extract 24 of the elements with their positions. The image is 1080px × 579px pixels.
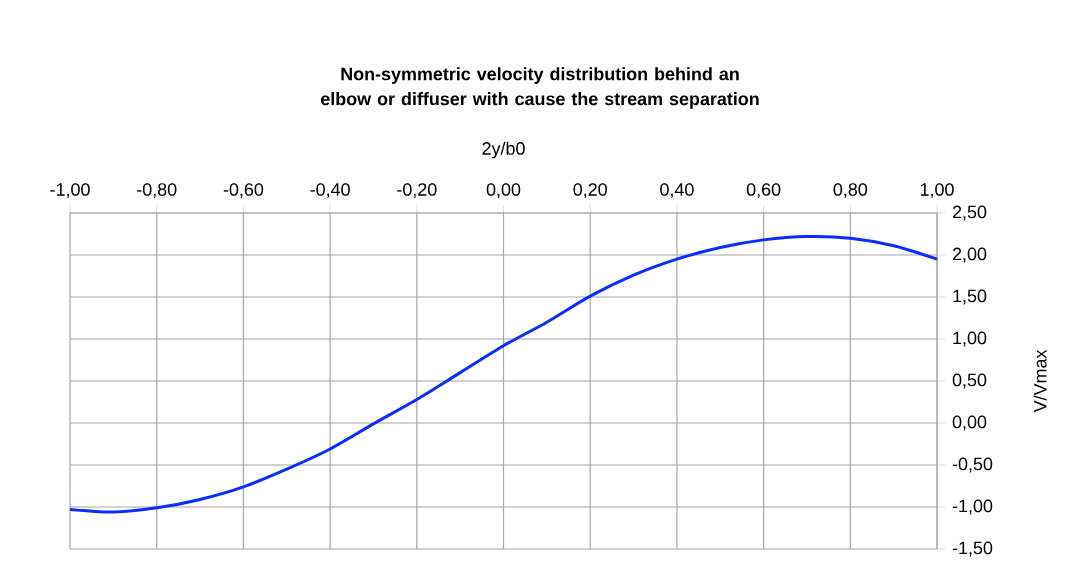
x-tick-label: 0,40 xyxy=(660,183,694,198)
y-tick-label: 1,50 xyxy=(953,289,987,305)
x-tick-label: 1,00 xyxy=(920,183,954,198)
x-tick-label: 0,20 xyxy=(573,183,607,198)
y-tick-label: -0,50 xyxy=(952,457,993,473)
x-tick-label: -1,00 xyxy=(50,183,90,198)
x-tick-label: 0,00 xyxy=(486,183,521,198)
y-tick-label: 2,00 xyxy=(952,247,987,263)
y-tick-label: -1,00 xyxy=(952,499,993,515)
x-tick-label: -0,80 xyxy=(137,183,177,198)
x-tick-label: -0,20 xyxy=(397,183,437,198)
y-tick-label: 0,00 xyxy=(952,415,987,431)
y-tick-label: 2,50 xyxy=(952,205,987,221)
x-tick-label: 0,60 xyxy=(746,183,781,198)
y-axis-title: V/Vmax xyxy=(1033,349,1047,413)
line-series xyxy=(68,234,939,514)
y-tick-label: 1,00 xyxy=(953,331,987,347)
x-axis-title: 2y/b0 xyxy=(482,141,525,159)
y-tick-label: 0,50 xyxy=(952,373,987,389)
chart-title: Non-symmetric velocity distribution behind an elbow or diffuser with cause the stream separation xyxy=(320,67,759,109)
x-tick-label: -0,40 xyxy=(310,183,350,198)
y-tick-label: -1,50 xyxy=(952,541,993,557)
x-tick-label: 0,80 xyxy=(833,183,868,198)
x-tick-label: -0,60 xyxy=(223,183,264,198)
